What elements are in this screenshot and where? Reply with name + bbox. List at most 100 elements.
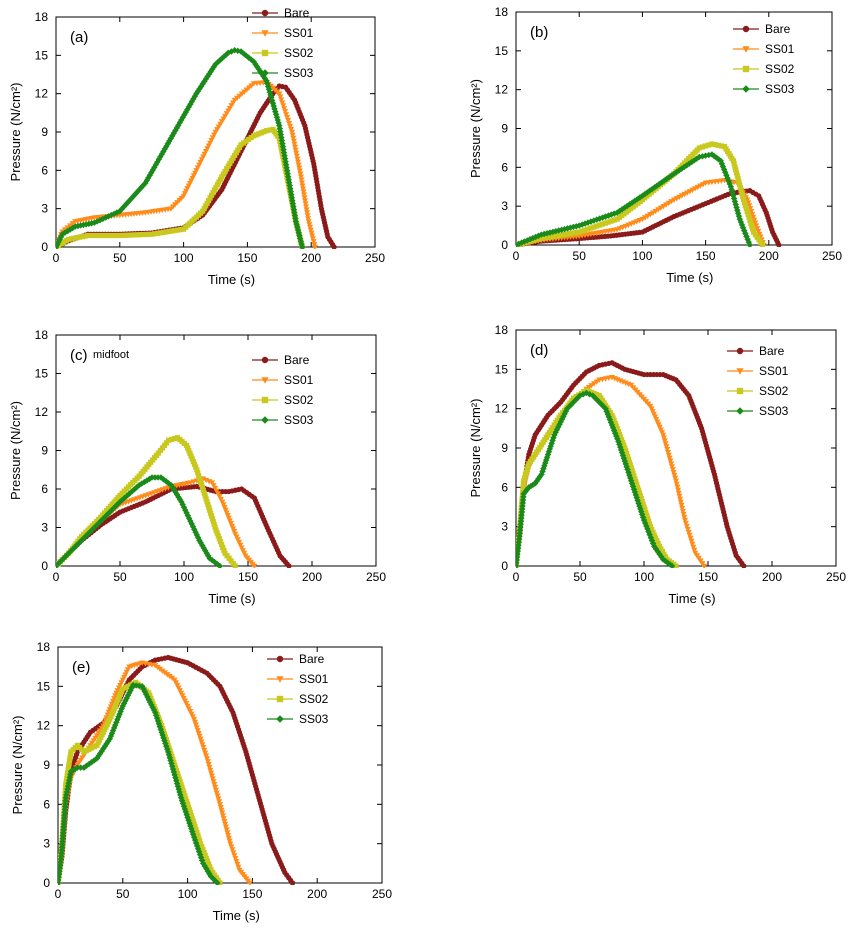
data-point-ss02 — [748, 220, 754, 226]
legend-label: Bare — [299, 652, 325, 666]
data-point-ss01 — [681, 514, 688, 521]
data-point-ss02 — [642, 507, 648, 513]
legend-label: SS01 — [299, 672, 329, 686]
data-point-ss03 — [192, 528, 199, 536]
data-point-ss02 — [208, 513, 215, 519]
plot-frame — [57, 646, 383, 884]
data-point-ss01 — [192, 719, 199, 726]
data-point-ss02 — [98, 734, 104, 741]
data-point-ss01 — [276, 91, 283, 97]
data-point-ss02 — [103, 724, 109, 730]
data-point-ss03 — [164, 745, 171, 753]
data-point-ss01 — [302, 198, 309, 204]
data-point-ss01 — [293, 153, 300, 160]
data-point-ss01 — [689, 541, 696, 548]
data-point-ss01 — [206, 764, 213, 771]
data-point-ss03 — [66, 774, 74, 781]
data-point-ss03 — [74, 222, 82, 230]
data-point-ss03 — [196, 851, 204, 858]
data-point-ss02 — [209, 516, 216, 522]
data-point-ss01 — [221, 818, 228, 825]
data-point-ss01 — [251, 563, 258, 568]
data-point-ss02 — [196, 475, 203, 482]
data-point-ss03 — [741, 227, 748, 234]
data-point-ss02 — [196, 472, 202, 479]
data-point-ss03 — [149, 704, 156, 711]
data-point-ss01 — [300, 186, 307, 192]
data-point-ss02 — [213, 875, 219, 881]
y-tick-label: 9 — [41, 444, 48, 458]
data-point-ss03 — [144, 693, 151, 701]
data-point-ss02 — [178, 782, 184, 788]
data-point-ss03 — [202, 547, 209, 554]
legend-label: SS03 — [765, 82, 795, 96]
data-point-ss03 — [626, 471, 633, 479]
data-point-ss02 — [203, 496, 209, 502]
data-point-ss02 — [63, 779, 69, 785]
data-point-ss01 — [289, 129, 296, 136]
y-tick-label: 12 — [35, 405, 49, 419]
data-point-ss02 — [632, 476, 638, 482]
x-tick-label: 100 — [174, 570, 194, 584]
data-point-ss01 — [282, 109, 289, 115]
data-point-ss01 — [308, 230, 315, 237]
data-point-ss02 — [200, 487, 206, 493]
data-point-ss02 — [128, 232, 134, 238]
data-point-ss01 — [214, 793, 221, 799]
legend: Bare SS01 SS02 SS03 — [252, 353, 314, 427]
data-point-ss02 — [178, 226, 184, 233]
data-point-ss01 — [290, 135, 297, 142]
data-point-ss02 — [645, 518, 652, 524]
data-point-ss02 — [611, 418, 617, 424]
legend-marker-ss01 — [276, 676, 284, 683]
data-point-ss02 — [633, 479, 639, 485]
data-point-ss03 — [520, 490, 527, 498]
data-point-ss02 — [623, 448, 629, 454]
data-point-ss03 — [725, 177, 732, 185]
data-point-ss03 — [746, 241, 754, 247]
data-point-ss03 — [122, 697, 129, 704]
data-point-ss01 — [233, 534, 240, 540]
data-point-ss03 — [273, 114, 281, 121]
data-point-ss02 — [643, 510, 649, 516]
data-point-ss02 — [613, 423, 619, 429]
data-point-ss02 — [200, 846, 206, 853]
data-point-ss01 — [287, 123, 294, 130]
legend-label: SS01 — [765, 42, 795, 56]
data-point-ss03 — [69, 767, 77, 774]
data-point-ss02 — [134, 232, 140, 238]
data-point-ss02 — [599, 221, 606, 227]
data-point-ss01 — [306, 222, 313, 228]
data-point-ss02 — [208, 510, 214, 516]
data-point-ss03 — [628, 480, 636, 487]
x-tick-label: 150 — [696, 249, 716, 263]
data-point-ss03 — [675, 167, 683, 174]
data-point-ss01 — [304, 210, 311, 216]
y-tick-label: 18 — [495, 5, 509, 19]
data-point-ss03 — [164, 140, 172, 147]
data-point-ss02 — [631, 473, 637, 479]
data-point-ss01 — [286, 120, 293, 127]
data-point-ss02 — [611, 217, 617, 223]
data-point-ss02 — [211, 521, 217, 528]
data-point-ss02 — [197, 478, 204, 485]
y-axis-label: Pressure (N/cm²) — [468, 79, 483, 178]
data-point-ss03 — [632, 491, 639, 499]
legend-label: SS01 — [284, 26, 314, 40]
y-tick-label: 6 — [41, 163, 48, 177]
data-point-ss02 — [602, 220, 609, 226]
data-point-ss03 — [604, 410, 611, 418]
data-point-ss02 — [749, 223, 755, 229]
data-point-ss02 — [67, 752, 74, 758]
x-tick-label: 250 — [372, 887, 392, 901]
data-point-ss02 — [228, 158, 235, 164]
data-point-ss03 — [543, 454, 551, 461]
x-tick-label: 200 — [301, 251, 321, 265]
data-point-ss03 — [190, 833, 198, 841]
data-point-ss03 — [80, 764, 88, 771]
data-point-ss02 — [214, 530, 220, 536]
data-point-bare — [289, 880, 296, 885]
data-point-ss02 — [202, 493, 208, 499]
data-point-ss03 — [616, 207, 623, 215]
data-point-ss01 — [290, 138, 297, 145]
